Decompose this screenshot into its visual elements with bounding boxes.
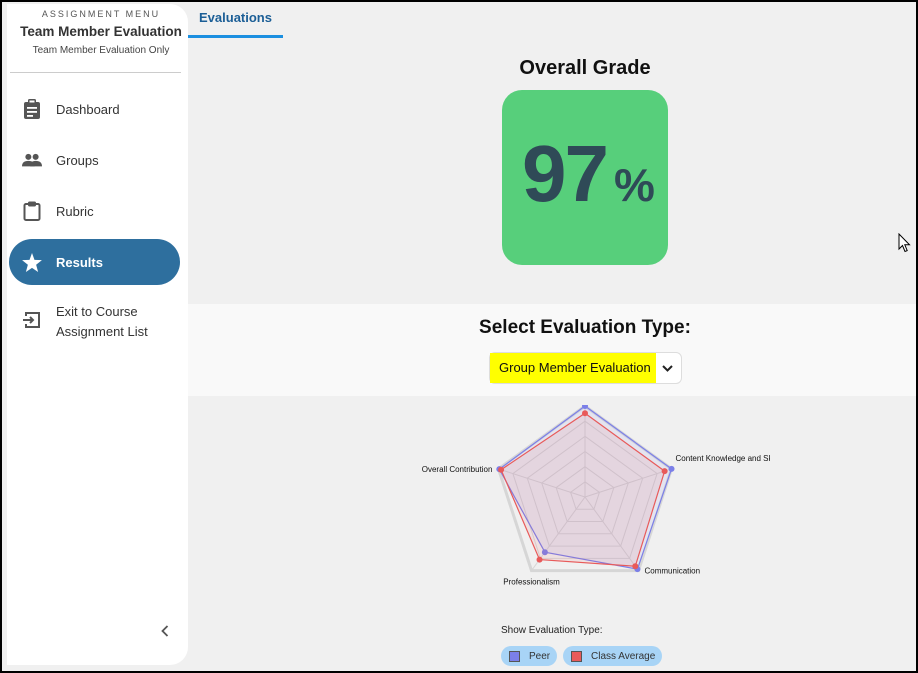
radar-point — [582, 410, 588, 417]
clipboard-icon — [22, 201, 42, 221]
radar-axis-label: Professionalism — [503, 578, 560, 587]
legend-item-peer[interactable]: Peer — [501, 646, 557, 666]
radar-point — [632, 563, 639, 570]
tab-underline — [188, 35, 283, 38]
legend-title: Show Evaluation Type: — [501, 625, 603, 636]
radar-axis-label: Overall Contribution — [422, 465, 493, 474]
menu-divider — [10, 72, 181, 73]
star-icon — [22, 252, 42, 272]
legend-swatch — [509, 650, 520, 662]
radar-point — [541, 549, 548, 556]
grade-title: Overall Grade — [519, 57, 651, 79]
collapse-sidebar-button[interactable] — [157, 625, 173, 641]
radar-point — [661, 468, 668, 475]
sidebar-item-label: Rubric — [56, 203, 94, 219]
chevron-left-icon — [161, 624, 169, 642]
sidebar: ASSIGNMENT MENU Team Member Evaluation T… — [7, 4, 188, 665]
sidebar-item-label: Groups — [56, 152, 99, 168]
clipboard-list-icon — [22, 99, 42, 119]
menu-subtitle: Team Member Evaluation Only — [32, 45, 170, 56]
radar-point — [668, 465, 675, 472]
evaluation-type-select[interactable]: Group Member Evaluation — [489, 352, 682, 384]
radar-axis-label: Communication — [644, 567, 700, 576]
sidebar-item-groups[interactable]: Groups — [9, 137, 180, 183]
radar-series — [496, 405, 675, 573]
evaluation-type-title: Select Evaluation Type: — [479, 317, 691, 338]
mouse-cursor-icon — [898, 233, 911, 253]
radar-grid-ring — [512, 420, 658, 559]
radar-grid-ring — [526, 435, 644, 547]
legend-label: Peer — [529, 650, 551, 662]
sidebar-item-label: Dashboard — [56, 101, 120, 117]
sidebar-item-exit[interactable]: Exit to Course Assignment List — [9, 304, 180, 356]
radar-axis-label: Content Knowledge and Skills — [676, 454, 770, 463]
radar-series-area — [500, 412, 666, 567]
evaluation-type-selected: Group Member Evaluation — [490, 353, 656, 383]
radar-grid-ring — [541, 450, 629, 535]
radar-chart: Work EthicContent Knowledge and SkillsCo… — [422, 405, 770, 587]
radar-grid-ring — [569, 481, 601, 510]
legend-item-class-average[interactable]: Class Average — [563, 646, 662, 666]
radar-grid-ring — [555, 466, 615, 523]
chevron-down-icon — [656, 353, 678, 383]
menu-title: Team Member Evaluation — [20, 24, 182, 39]
grade-box — [502, 90, 668, 265]
radar-spoke — [584, 468, 672, 498]
radar-axis-labels: Work EthicContent Knowledge and SkillsCo… — [422, 454, 770, 587]
radar-point — [536, 556, 543, 563]
radar-point — [498, 466, 505, 473]
radar-series-area — [498, 405, 673, 570]
sidebar-item-results[interactable]: Results — [9, 239, 180, 285]
grade-value: 97 — [522, 129, 609, 218]
radar-spoke — [584, 496, 639, 571]
radar-point — [582, 405, 588, 409]
exit-icon — [22, 310, 42, 330]
grade-unit: % — [614, 159, 655, 211]
people-icon — [22, 150, 42, 170]
radar-spoke — [498, 468, 586, 498]
legend-swatch — [571, 650, 582, 662]
sidebar-item-label: Results — [56, 254, 103, 270]
legend-label: Class Average — [591, 650, 656, 662]
tab-evaluations[interactable]: Evaluations — [199, 10, 272, 25]
sidebar-item-dashboard[interactable]: Dashboard — [9, 86, 180, 132]
sidebar-item-label: Exit to Course Assignment List — [56, 304, 148, 339]
sidebar-item-rubric[interactable]: Rubric — [9, 188, 180, 234]
menu-caption: ASSIGNMENT MENU — [41, 9, 161, 19]
